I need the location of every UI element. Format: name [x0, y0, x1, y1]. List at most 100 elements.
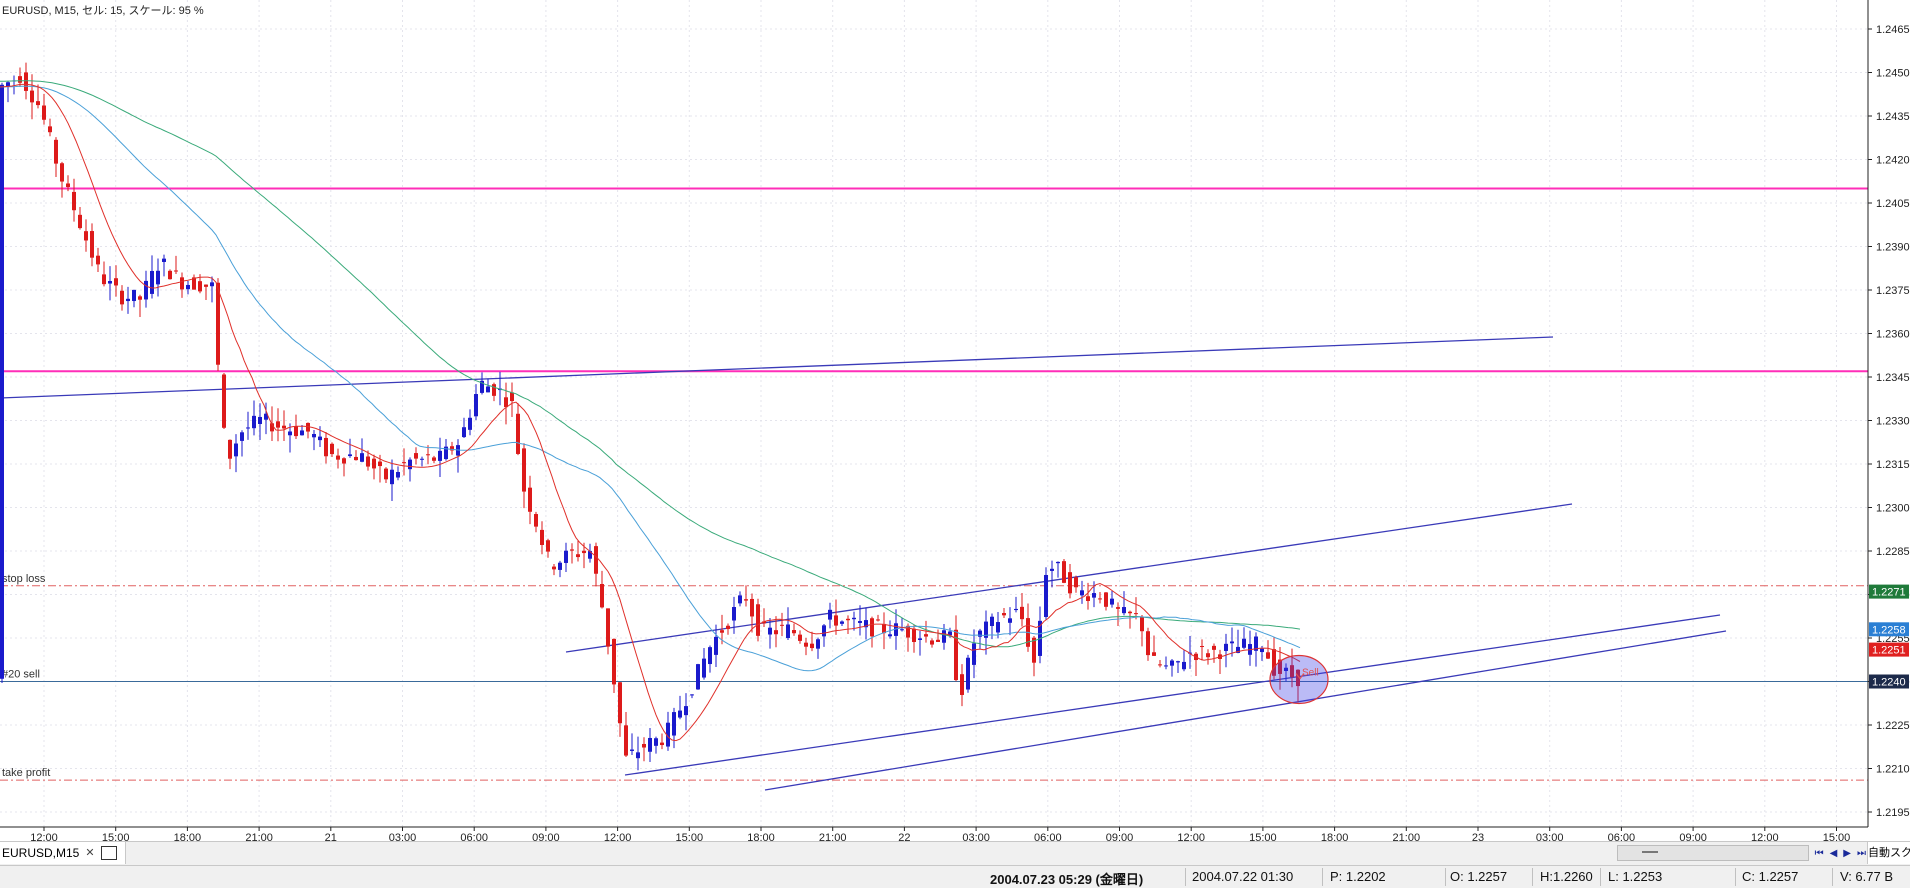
sell-label: Sell: [1302, 668, 1319, 679]
candle: [690, 694, 694, 699]
x-tick-label: 15:00: [1249, 832, 1277, 842]
candle: [894, 609, 898, 650]
candle: [1278, 647, 1282, 690]
candle: [738, 591, 742, 607]
candle: [708, 645, 712, 673]
autoscroll-toggle[interactable]: 自動スクロール: [1867, 842, 1910, 864]
x-tick-label: 06:00: [1608, 832, 1636, 842]
candle: [600, 570, 604, 609]
candle: [468, 409, 472, 436]
candle: [60, 161, 64, 198]
candle: [546, 538, 550, 558]
candle: [816, 637, 820, 659]
chart-header-title: EURUSD, M15, セル: 15, スケール: 95 %: [2, 5, 204, 17]
price-tag: [1869, 674, 1909, 689]
chart-tab-eurusd[interactable]: EURUSD,M15 ✕: [0, 842, 126, 864]
candle: [1200, 639, 1204, 661]
candle: [570, 543, 574, 564]
candle: [1032, 636, 1036, 677]
candle: [264, 402, 268, 435]
candle: [312, 429, 316, 451]
ma-slow-line: [0, 80, 1301, 648]
candle: [972, 629, 976, 679]
candle: [1194, 651, 1198, 677]
candle: [1092, 581, 1096, 608]
chart-area[interactable]: stop loss #20 sell take profit Sell 1.2465 1.…: [0, 0, 1910, 842]
y-tick-label: 1.2330: [1876, 416, 1910, 428]
candle: [30, 74, 34, 120]
trend-line[interactable]: [764, 630, 1727, 791]
status-volume: V: 6.77 B: [1840, 869, 1893, 884]
prev-page-icon[interactable]: ◀: [1829, 847, 1838, 859]
candle: [1080, 580, 1084, 604]
sell-trade-marker[interactable]: [1269, 654, 1329, 705]
y-tick-label: 1.2390: [1876, 242, 1910, 254]
new-window-icon[interactable]: [100, 846, 117, 860]
candle: [822, 623, 826, 647]
price-tag-label: 1.2251: [1872, 645, 1906, 657]
trend-line[interactable]: [0, 336, 1554, 399]
candle: [156, 258, 160, 297]
candle: [288, 423, 292, 453]
price-tag-label: 1.2258: [1872, 624, 1906, 636]
candle: [696, 663, 700, 690]
line-label: stop loss: [2, 573, 46, 585]
status-low: L: 1.2253: [1608, 869, 1663, 884]
candle: [204, 284, 208, 301]
candle: [132, 289, 136, 308]
status-bar: 2004.07.23 05:29 (金曜日) 2004.07.22 01:30 …: [0, 865, 1910, 888]
candle: [324, 431, 328, 464]
candle: [1296, 669, 1300, 703]
candle: [828, 602, 832, 629]
candle: [258, 403, 262, 440]
candle: [1248, 630, 1252, 666]
last-page-icon[interactable]: ⏭: [1857, 847, 1866, 859]
candle: [1002, 607, 1006, 619]
price-chart[interactable]: stop loss #20 sell take profit Sell 1.2465 1.…: [0, 0, 1910, 842]
candle: [1062, 558, 1066, 584]
candle: [552, 564, 556, 576]
candle: [618, 681, 622, 737]
candle: [414, 447, 418, 465]
candle: [606, 608, 610, 655]
scroll-thumb[interactable]: [1641, 851, 1658, 853]
next-page-icon[interactable]: ▶: [1843, 847, 1851, 859]
y-tick-label: 1.2465: [1876, 24, 1910, 36]
candle: [1242, 627, 1246, 650]
close-icon[interactable]: ✕: [85, 847, 95, 859]
candle: [612, 638, 616, 694]
first-page-icon[interactable]: ⏮: [1814, 847, 1824, 859]
scroll-controls: ⏮ ◀ ▶ ⏭: [1616, 845, 1866, 861]
candle: [294, 414, 298, 440]
candle: [768, 617, 772, 649]
candle: [840, 620, 844, 627]
candle: [462, 417, 466, 438]
candle: [720, 614, 724, 645]
candle: [654, 736, 658, 754]
candle: [1152, 635, 1156, 657]
candle: [210, 276, 214, 303]
candle: [48, 118, 52, 137]
candle: [1266, 640, 1270, 659]
chart-tab-bar: EURUSD,M15 ✕ ⏮ ◀ ▶ ⏭ 自動スクロール: [0, 841, 1910, 865]
candle: [42, 93, 46, 125]
candle: [858, 605, 862, 636]
candle: [426, 445, 430, 465]
candle: [126, 286, 130, 314]
line-label: take profit: [2, 767, 50, 779]
candle: [942, 624, 946, 650]
candle: [18, 67, 22, 87]
x-tick-label: 23: [1472, 832, 1484, 842]
tab-label: EURUSD,M15: [2, 846, 80, 860]
candle: [642, 737, 646, 762]
scroll-track[interactable]: [1616, 845, 1809, 861]
candle: [780, 612, 784, 637]
candle: [930, 638, 934, 648]
candle: [84, 219, 88, 252]
trend-line[interactable]: [624, 614, 1721, 776]
y-tick-label: 1.2435: [1876, 111, 1910, 123]
candle: [756, 598, 760, 642]
candle: [810, 631, 814, 652]
candle: [1290, 648, 1294, 688]
ma-fast-line: [0, 83, 1301, 742]
